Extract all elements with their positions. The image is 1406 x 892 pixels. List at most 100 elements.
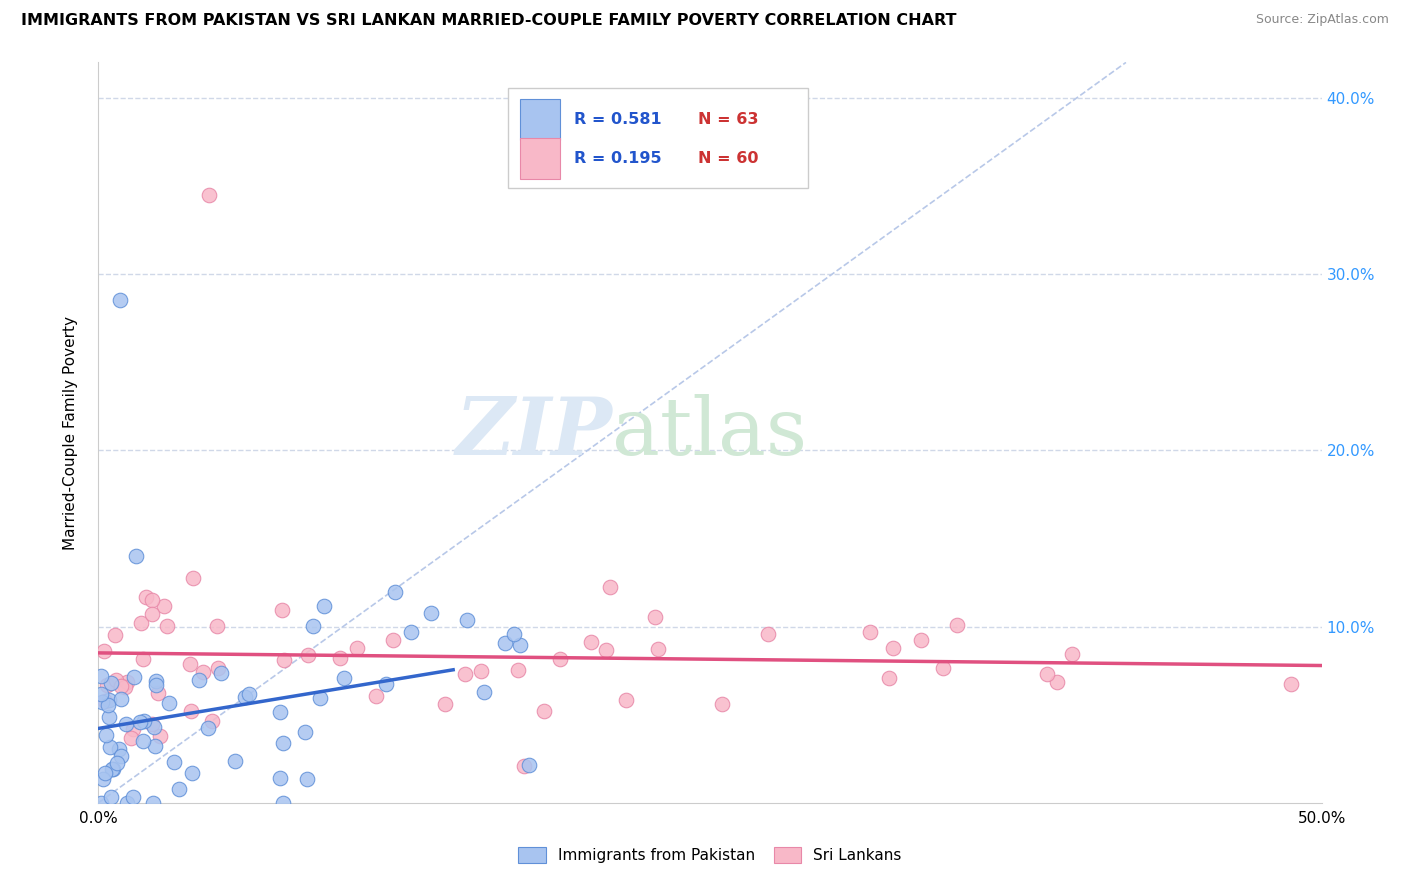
Point xyxy=(503,627,526,641)
Point xyxy=(97,698,120,713)
Point xyxy=(434,697,457,711)
Point xyxy=(201,714,224,729)
Point xyxy=(97,709,120,723)
Point xyxy=(599,580,621,594)
Point xyxy=(710,698,733,712)
Point xyxy=(517,758,540,772)
Point xyxy=(105,756,128,770)
Point xyxy=(115,717,138,731)
Point xyxy=(233,690,256,705)
Point xyxy=(153,599,176,613)
Point xyxy=(181,571,204,585)
Point xyxy=(297,648,319,662)
Text: ZIP: ZIP xyxy=(456,394,612,471)
Point xyxy=(101,762,124,776)
Point xyxy=(143,739,166,753)
Point xyxy=(114,680,136,694)
Point xyxy=(167,781,190,796)
FancyBboxPatch shape xyxy=(520,99,560,140)
Point xyxy=(1279,677,1302,691)
Point xyxy=(756,627,779,641)
Point xyxy=(115,796,138,810)
Point xyxy=(364,690,387,704)
Text: R = 0.581: R = 0.581 xyxy=(574,112,662,127)
Point xyxy=(314,599,336,614)
Point xyxy=(595,643,617,657)
Point xyxy=(309,691,332,706)
Point xyxy=(101,762,124,776)
Y-axis label: Married-Couple Family Poverty: Married-Couple Family Poverty xyxy=(63,316,77,549)
Text: atlas: atlas xyxy=(612,393,807,472)
Text: IMMIGRANTS FROM PAKISTAN VS SRI LANKAN MARRIED-COUPLE FAMILY POVERTY CORRELATION: IMMIGRANTS FROM PAKISTAN VS SRI LANKAN M… xyxy=(21,13,956,29)
Point xyxy=(132,714,155,729)
Point xyxy=(224,754,246,768)
Point xyxy=(859,624,882,639)
Point xyxy=(198,187,221,202)
Point xyxy=(191,665,214,679)
Point xyxy=(513,759,536,773)
Point xyxy=(882,640,904,655)
Point xyxy=(384,584,406,599)
Point xyxy=(346,640,368,655)
Point xyxy=(122,722,145,736)
Point xyxy=(197,721,219,735)
Point xyxy=(141,592,163,607)
Point xyxy=(122,670,145,684)
Point xyxy=(110,692,132,706)
Point xyxy=(120,731,142,746)
Point xyxy=(91,772,114,787)
Point xyxy=(129,616,152,631)
Point xyxy=(145,678,167,692)
Point xyxy=(93,765,115,780)
Text: R = 0.195: R = 0.195 xyxy=(574,151,662,166)
Point xyxy=(100,676,122,690)
Point xyxy=(271,796,294,810)
Text: Source: ZipAtlas.com: Source: ZipAtlas.com xyxy=(1256,13,1389,27)
Point xyxy=(97,693,120,707)
Point xyxy=(270,603,292,617)
Point xyxy=(329,650,352,665)
Point xyxy=(132,652,155,666)
Point xyxy=(141,716,163,731)
Point xyxy=(180,704,202,718)
Point xyxy=(110,679,132,693)
Point xyxy=(420,607,443,621)
Point xyxy=(94,694,117,708)
Point xyxy=(946,617,969,632)
Point xyxy=(129,714,152,729)
Point xyxy=(100,789,122,804)
Point xyxy=(96,677,118,691)
Point xyxy=(470,664,492,678)
Point xyxy=(91,694,114,708)
Point xyxy=(96,728,118,742)
Point xyxy=(146,686,169,700)
Legend: Immigrants from Pakistan, Sri Lankans: Immigrants from Pakistan, Sri Lankans xyxy=(512,841,908,869)
Point xyxy=(533,704,555,718)
Point xyxy=(110,749,132,764)
Point xyxy=(122,790,145,805)
Point xyxy=(141,607,163,622)
Point xyxy=(269,771,291,785)
Point xyxy=(181,766,204,780)
FancyBboxPatch shape xyxy=(520,138,560,179)
Point xyxy=(509,638,531,652)
Point xyxy=(647,641,669,656)
Point xyxy=(301,619,323,633)
Point xyxy=(295,772,318,786)
Point xyxy=(548,652,571,666)
Point xyxy=(143,720,166,734)
Point xyxy=(273,653,295,667)
Point xyxy=(156,619,179,633)
Point xyxy=(104,673,127,687)
Point xyxy=(149,729,172,743)
Point xyxy=(209,665,232,680)
Point xyxy=(932,661,955,675)
Point xyxy=(163,756,186,770)
Point xyxy=(90,669,112,683)
Point xyxy=(269,705,291,719)
Text: N = 63: N = 63 xyxy=(697,112,758,127)
Point xyxy=(456,613,478,627)
Point xyxy=(333,671,356,685)
Point xyxy=(124,549,146,564)
Point xyxy=(179,657,201,671)
